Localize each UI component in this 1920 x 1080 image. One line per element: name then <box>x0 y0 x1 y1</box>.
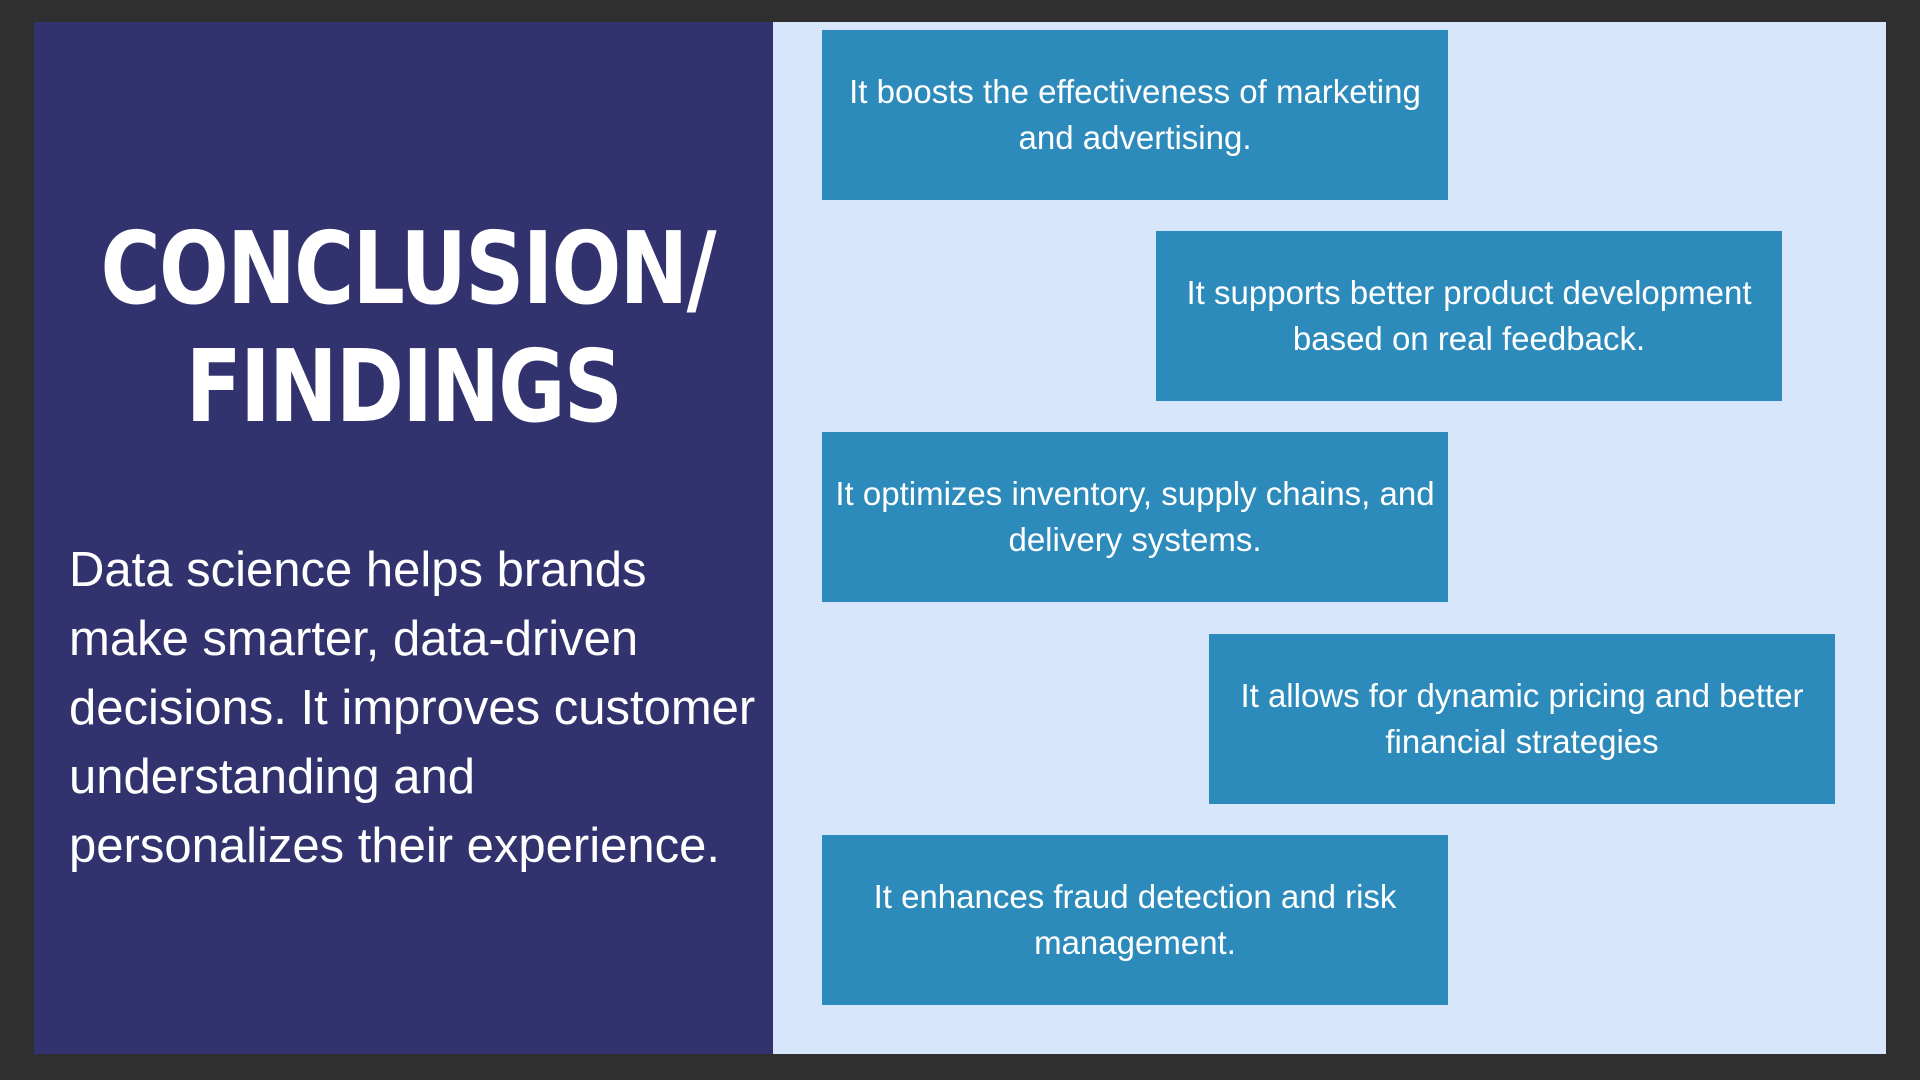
slide-title: CONCLUSION/ FINDINGS <box>100 210 717 446</box>
finding-text-4: It allows for dynamic pricing and better… <box>1240 677 1804 760</box>
finding-text-1: It boosts the effectiveness of marketing… <box>849 73 1421 156</box>
finding-text-5: It enhances fraud detection and risk man… <box>873 878 1397 961</box>
left-panel: CONCLUSION/ FINDINGS Data science helps … <box>34 22 773 1054</box>
summary-text: Data science helps brands make smarter, … <box>69 543 756 873</box>
slide: CONCLUSION/ FINDINGS Data science helps … <box>34 22 1886 1054</box>
finding-box-4: It allows for dynamic pricing and better… <box>1209 634 1835 804</box>
finding-box-2: It supports better product development b… <box>1156 231 1782 401</box>
finding-text-2: It supports better product development b… <box>1186 274 1752 357</box>
finding-box-3: It optimizes inventory, supply chains, a… <box>822 432 1448 602</box>
finding-box-1: It boosts the effectiveness of marketing… <box>822 30 1448 200</box>
finding-text-3: It optimizes inventory, supply chains, a… <box>835 475 1435 558</box>
title-line-2: FINDINGS <box>185 328 623 445</box>
title-line-1: CONCLUSION/ <box>100 210 717 327</box>
finding-box-5: It enhances fraud detection and risk man… <box>822 835 1448 1005</box>
